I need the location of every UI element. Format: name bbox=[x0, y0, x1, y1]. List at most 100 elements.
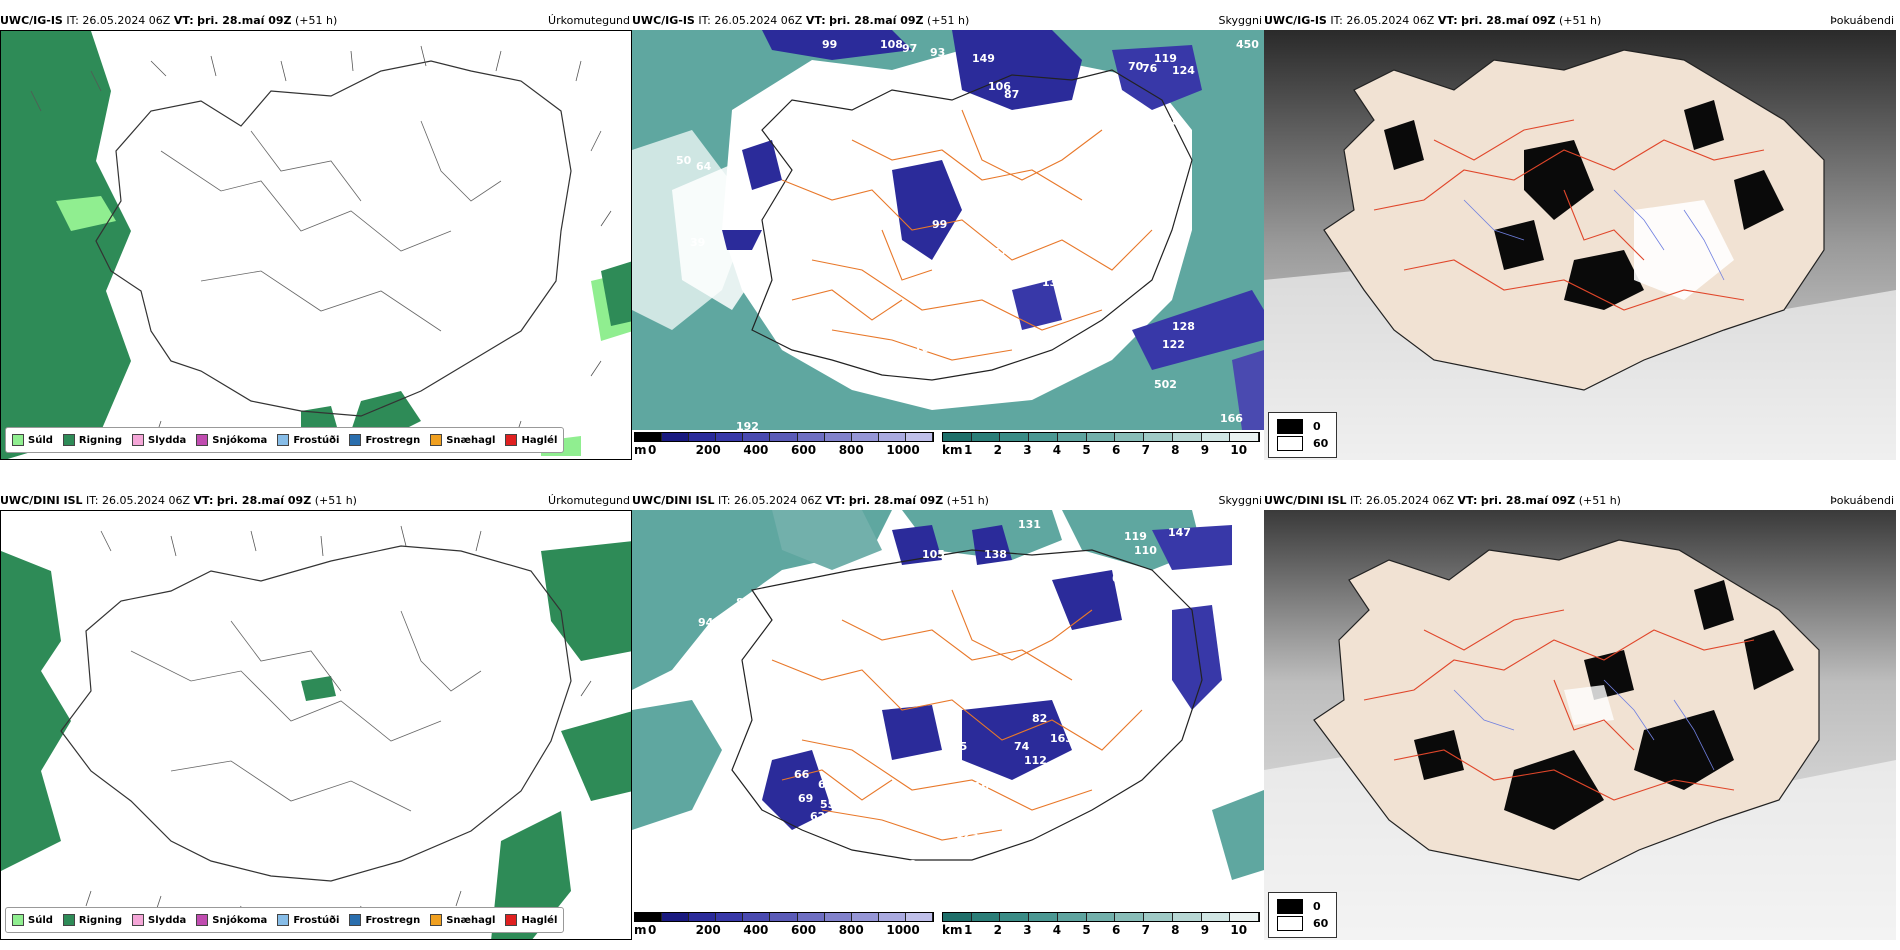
colorbar-swatch bbox=[971, 913, 1001, 921]
ceiling-value-label: 62 bbox=[978, 266, 993, 279]
panel-fog-row1: UWC/IG-IS IT: 26.05.2024 06Z VT: þri. 28… bbox=[1264, 12, 1896, 462]
model-name: UWC/DINI ISL bbox=[0, 494, 83, 507]
colorbar-swatch bbox=[716, 433, 744, 441]
colorbar-swatch bbox=[1029, 433, 1058, 441]
colorbar-swatch bbox=[743, 433, 771, 441]
vt-value: þri. 28.maí 09Z bbox=[216, 494, 312, 507]
it-value: 26.05.2024 06Z bbox=[734, 494, 823, 507]
colorbar-swatch bbox=[1144, 433, 1173, 441]
ceiling-colorbar-swatches bbox=[634, 432, 934, 442]
vt-label: VT: bbox=[173, 14, 194, 27]
ceiling-value-label: 166 bbox=[1220, 412, 1243, 425]
vt-label: VT: bbox=[1437, 14, 1458, 27]
ceiling-value-label: 99 bbox=[822, 38, 837, 51]
panel-visibility-row1: UWC/IG-IS IT: 26.05.2024 06Z VT: þri. 28… bbox=[632, 12, 1264, 462]
legend-swatch bbox=[277, 434, 290, 446]
it-label: IT: bbox=[86, 494, 99, 507]
ceiling-value-label: 87 bbox=[1004, 88, 1019, 101]
tick-label: 200 bbox=[695, 923, 721, 937]
ceiling-value-label: 112 bbox=[1024, 754, 1047, 767]
legend-swatch bbox=[277, 914, 290, 926]
colorbar-swatch bbox=[1000, 433, 1030, 441]
colorbar-swatch bbox=[1201, 913, 1231, 921]
panel-precip-row1: UWC/IG-IS IT: 26.05.2024 06Z VT: þri. 28… bbox=[0, 12, 632, 462]
ceiling-value-label: 74 bbox=[1014, 740, 1030, 753]
panel-header: UWC/DINI ISL IT: 26.05.2024 06Z VT: þri.… bbox=[0, 492, 632, 510]
legend-label: Haglél bbox=[521, 914, 558, 926]
lead-time: (+51 h) bbox=[1559, 14, 1602, 27]
panel-header: UWC/DINI ISL IT: 26.05.2024 06Z VT: þri.… bbox=[632, 492, 1264, 510]
param-name: Þokuábendi bbox=[1830, 12, 1894, 30]
colorbar-swatch bbox=[943, 913, 972, 921]
legend-label: Haglél bbox=[521, 434, 558, 446]
tick-label: 4 bbox=[1052, 443, 1062, 457]
ceiling-value-label: 110 bbox=[1134, 544, 1157, 557]
tick-label: 1000 bbox=[886, 443, 920, 457]
ceiling-value-label: 75 bbox=[1036, 668, 1051, 681]
precip-map-svg bbox=[1, 31, 631, 459]
tick-label: 4 bbox=[1052, 923, 1062, 937]
ceiling-value-label: 53 bbox=[868, 242, 883, 255]
ceiling-value-label: 99 bbox=[932, 218, 947, 231]
vt-value: þri. 28.maí 09Z bbox=[197, 14, 292, 27]
colorbar-swatch bbox=[770, 913, 798, 921]
ceiling-value-label: 65 bbox=[952, 740, 967, 753]
ceiling-value-label: 122 bbox=[1162, 338, 1185, 351]
colorbar-swatch bbox=[635, 913, 663, 921]
ceiling-value-label: 450 bbox=[1236, 38, 1259, 51]
tick-label: 600 bbox=[791, 443, 817, 457]
ceiling-value-label: 122 bbox=[894, 858, 917, 871]
tick-label: 5 bbox=[1082, 443, 1091, 457]
ceiling-value-label: 147 bbox=[1168, 526, 1191, 539]
legend-swatch bbox=[12, 914, 24, 926]
legend-item: Slydda bbox=[132, 914, 186, 926]
colorbar-swatch bbox=[905, 913, 934, 921]
legend-swatch bbox=[1277, 436, 1303, 451]
ceiling-value-label: 163 bbox=[914, 342, 937, 355]
tick-label: 400 bbox=[743, 923, 769, 937]
tick-label: 8 bbox=[1171, 443, 1180, 457]
colorbar-swatch bbox=[689, 913, 717, 921]
tick-label: 800 bbox=[838, 443, 864, 457]
panel-header: UWC/IG-IS IT: 26.05.2024 06Z VT: þri. 28… bbox=[632, 12, 1264, 30]
legend-swatch bbox=[62, 914, 75, 926]
colorbar-swatch bbox=[689, 433, 717, 441]
ceiling-value-label: 72 bbox=[1080, 754, 1095, 767]
legend-label: Frostregn bbox=[365, 914, 421, 926]
fog-legend-row: 60 bbox=[1277, 436, 1328, 451]
legend-swatch bbox=[1277, 916, 1303, 931]
ceiling-value-label: 64 bbox=[696, 160, 712, 173]
tick-label: 10 bbox=[1230, 443, 1248, 457]
legend-swatch bbox=[430, 914, 443, 926]
ceiling-value-label: 124 bbox=[1172, 64, 1195, 77]
colorbar-swatch bbox=[770, 433, 798, 441]
ceiling-value-label: 123 bbox=[956, 828, 979, 841]
colorbar-swatch bbox=[1029, 913, 1058, 921]
legend-label: Rigning bbox=[78, 434, 123, 446]
tick-label: 1 bbox=[964, 923, 973, 937]
ceiling-value-label: 70 bbox=[1128, 60, 1144, 73]
model-name: UWC/IG-IS bbox=[0, 14, 63, 27]
tick-label: 3 bbox=[1023, 443, 1032, 457]
tick-label: 9 bbox=[1200, 443, 1210, 457]
fog-legend-row: 0 bbox=[1277, 899, 1328, 914]
tick-label: 0 bbox=[648, 443, 657, 457]
lead-time: (+51 h) bbox=[927, 14, 970, 27]
it-label: IT: bbox=[718, 494, 731, 507]
precip-type-legend: Súld Rigning Slydda Snjókoma Frostúði Fr… bbox=[5, 907, 565, 933]
legend-item: Frostregn bbox=[349, 914, 420, 926]
colorbar-swatch bbox=[878, 913, 906, 921]
ceiling-value-label: 93 bbox=[936, 384, 951, 397]
legend-label: Snjókoma bbox=[212, 914, 268, 926]
ceiling-value-label: 67 bbox=[1112, 572, 1127, 585]
ceiling-value-label: 119 bbox=[1154, 52, 1177, 65]
ceiling-value-label: 65 bbox=[1128, 580, 1143, 593]
tick-label: 7 bbox=[1141, 923, 1150, 937]
colorbar-swatch bbox=[943, 433, 972, 441]
ceiling-value-label: 128 bbox=[1172, 320, 1195, 333]
ceiling-value-label: 273 bbox=[1172, 568, 1195, 581]
legend-item: Slydda bbox=[132, 434, 186, 446]
legend-label: 60 bbox=[1313, 437, 1329, 450]
